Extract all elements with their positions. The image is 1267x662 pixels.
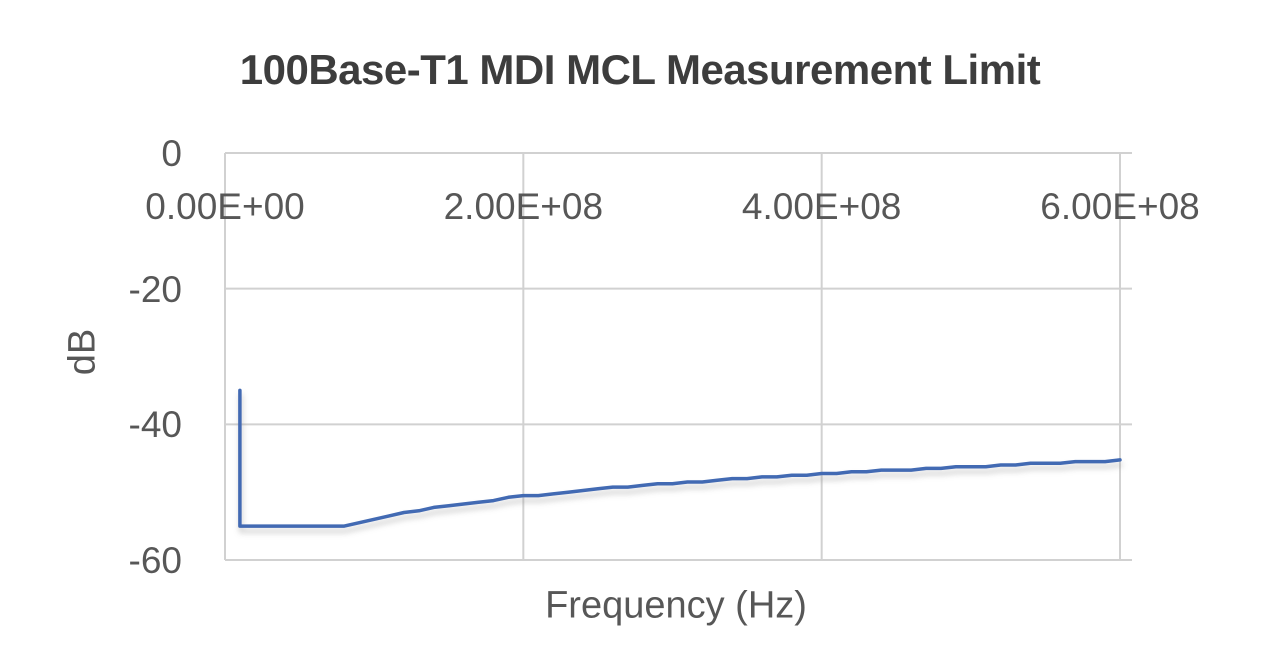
y-tick-label: 0 [161,133,182,175]
series-line [238,388,1122,528]
y-axis-title: dB [61,328,104,376]
x-tick-label: 0.00E+00 [145,186,305,227]
x-axis-title: Frequency (Hz) [545,584,807,627]
y-tick-label: -40 [128,404,182,446]
gridlines [224,152,1132,561]
x-tick-label: 4.00E+08 [741,186,902,227]
x-tick-label: 2.00E+08 [443,186,604,227]
chart-title: 100Base-T1 MDI MCL Measurement Limit [239,46,1041,93]
y-tick-label: -60 [128,540,182,582]
mcl-limit-line [238,388,1122,528]
y-tick-label: -20 [128,268,182,310]
x-tick-label: 6.00E+08 [1040,186,1200,227]
